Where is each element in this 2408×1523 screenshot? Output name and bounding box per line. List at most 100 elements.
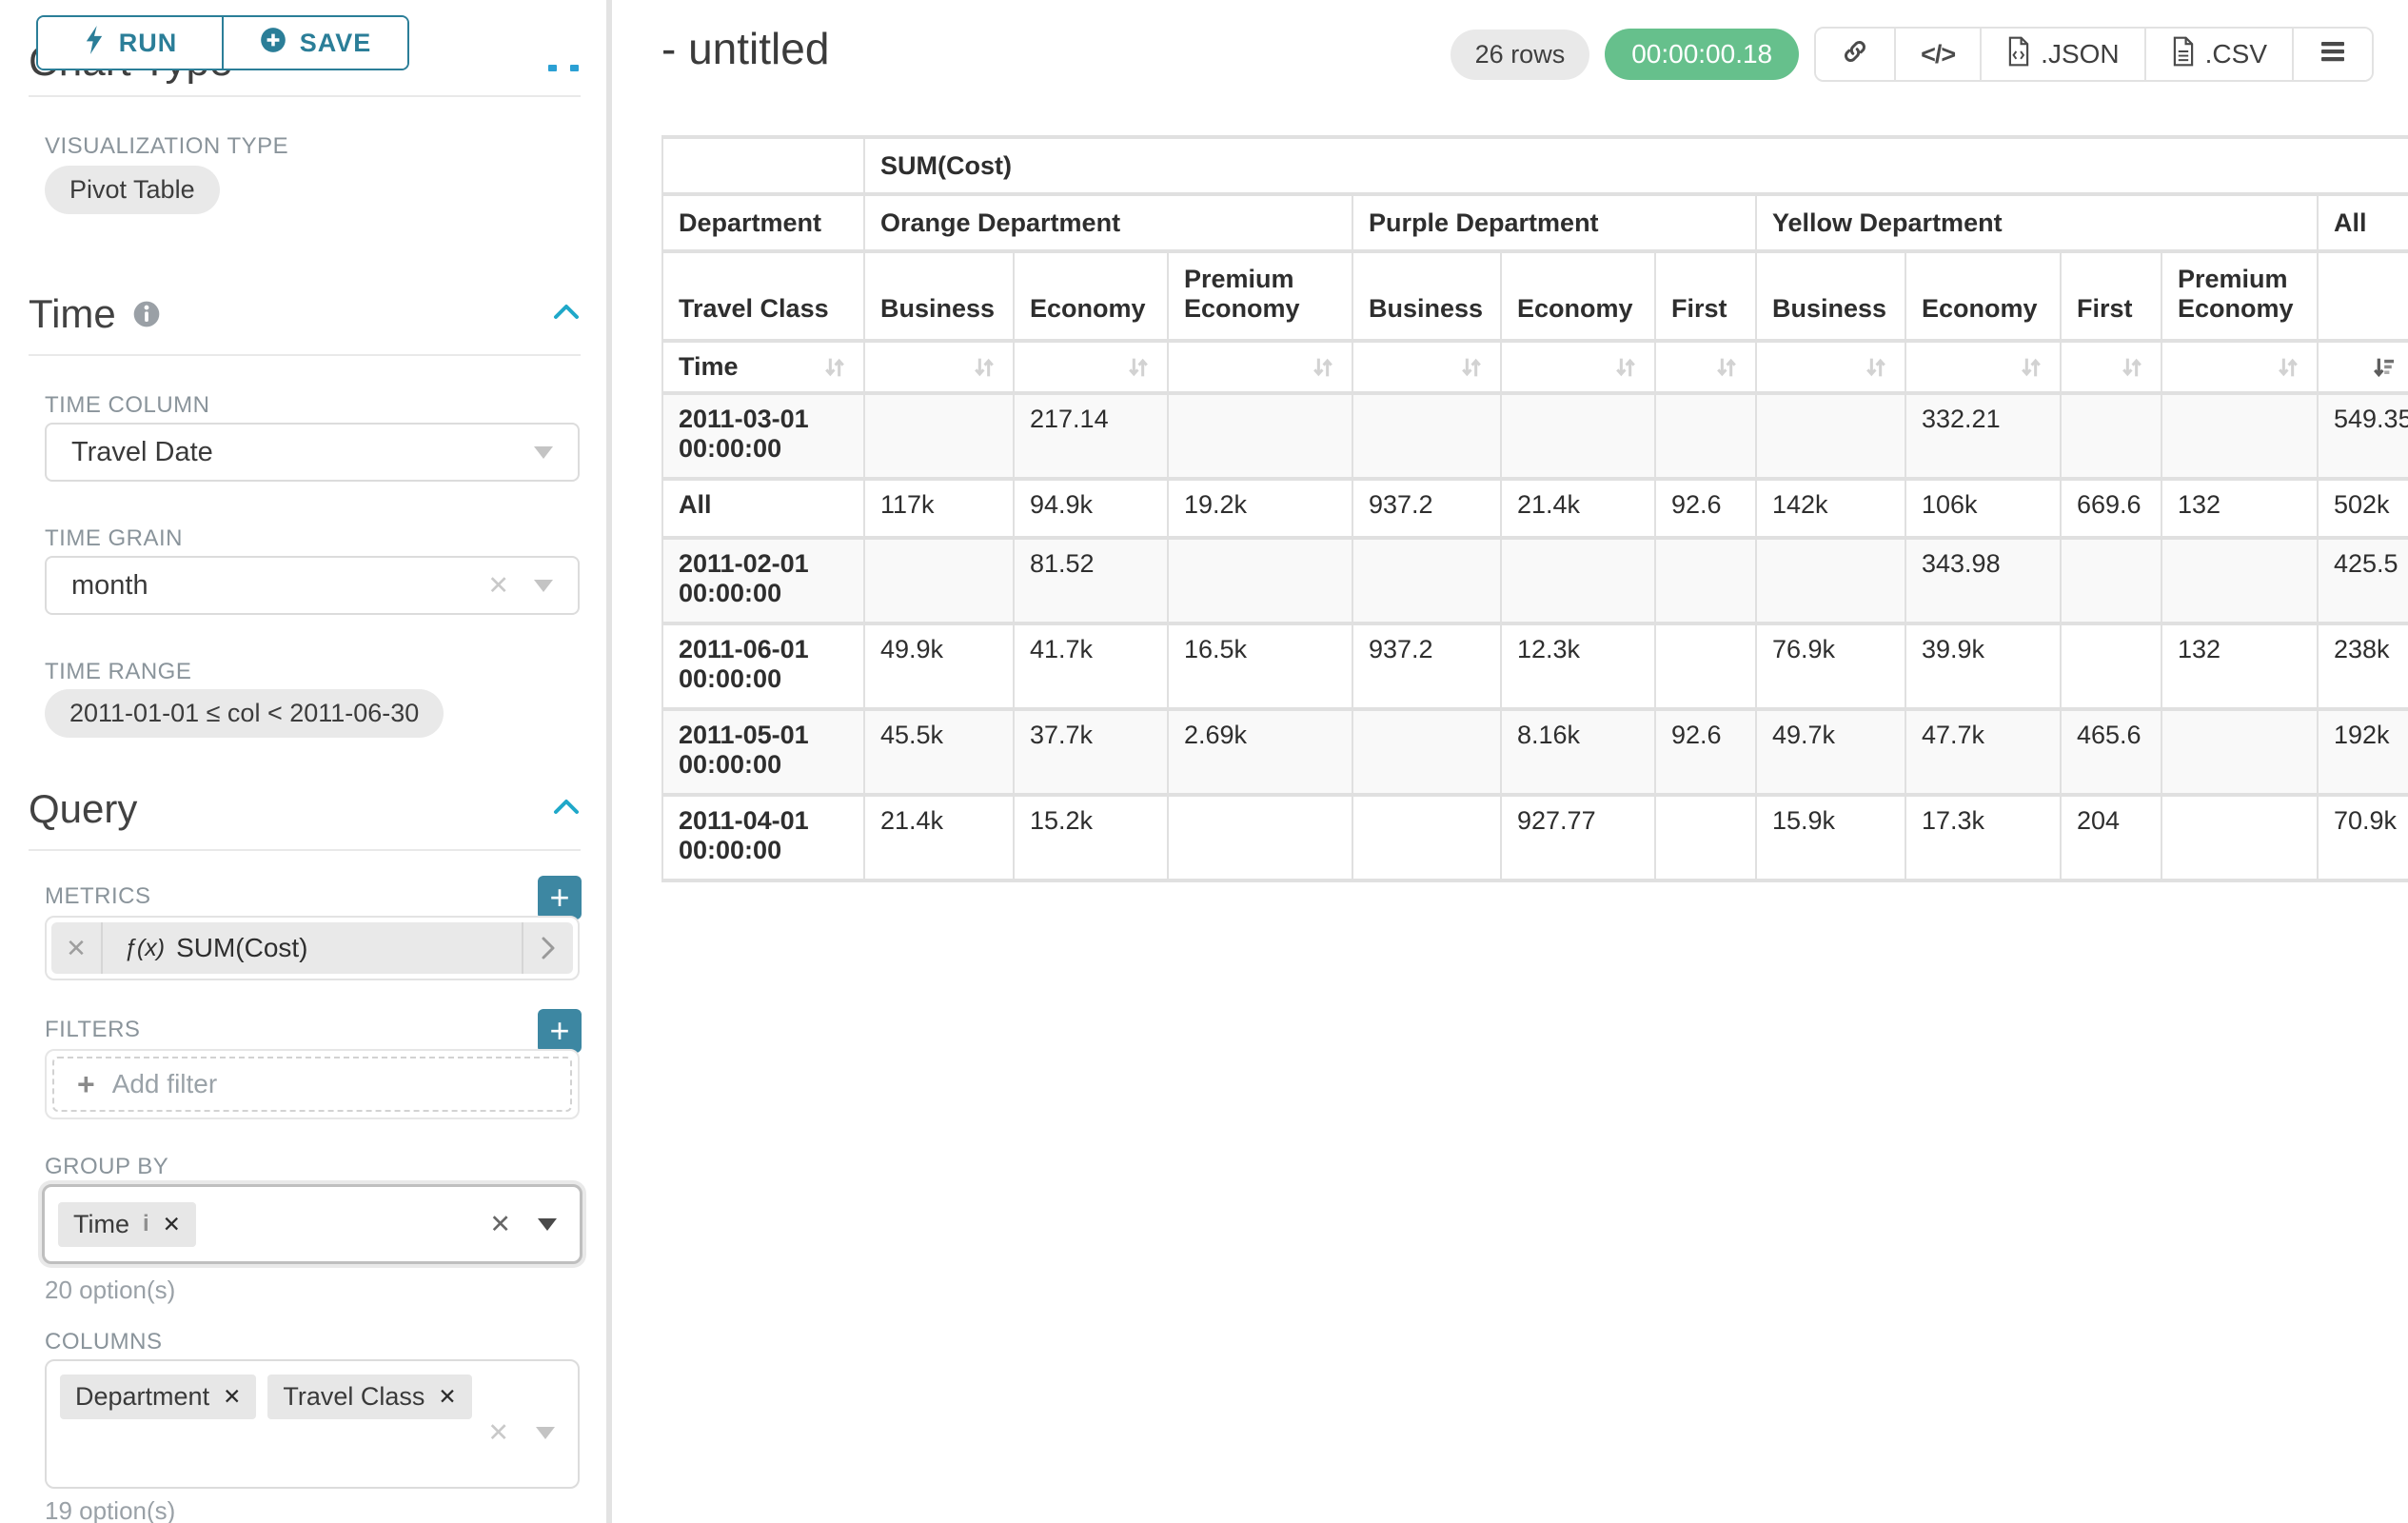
pivot-sort-cell — [1906, 343, 2060, 391]
chevron-down-icon — [538, 1217, 557, 1231]
sort-icon[interactable] — [1612, 354, 1639, 381]
sort-icon[interactable] — [971, 354, 997, 381]
pivot-cell — [1353, 395, 1500, 477]
time-range-pill[interactable]: 2011-01-01 ≤ col < 2011-06-30 — [45, 689, 444, 738]
time-grain-select[interactable]: month ✕ — [45, 556, 580, 615]
sort-icon[interactable] — [821, 354, 848, 381]
pivot-cell — [1656, 797, 1755, 879]
view-query-button[interactable]: </> — [1894, 29, 1981, 80]
pivot-column-header: First — [1656, 253, 1755, 339]
pivot-table-row: 2011-02-01 00:00:00 81.52 343.98 425.5 — [663, 540, 2408, 622]
add-metric-button[interactable]: + — [538, 876, 582, 920]
chevron-right-icon[interactable] — [522, 922, 573, 974]
columns-options-count: 19 option(s) — [45, 1496, 176, 1523]
add-filter-plus-button[interactable]: + — [538, 1009, 582, 1053]
group-by-tag-time[interactable]: Time i ✕ — [58, 1201, 196, 1247]
remove-metric-icon[interactable]: ✕ — [51, 922, 103, 974]
run-button[interactable]: RUN — [38, 17, 222, 69]
sort-icon[interactable] — [1713, 354, 1740, 381]
pivot-cell — [1757, 395, 1905, 477]
remove-tag-icon[interactable]: ✕ — [223, 1384, 242, 1409]
columns-select[interactable]: Department ✕ Travel Class ✕ ✕ — [45, 1359, 580, 1489]
sort-desc-active-icon[interactable] — [2370, 354, 2397, 381]
columns-tag-travel-class[interactable]: Travel Class ✕ — [267, 1375, 472, 1419]
chevron-down-icon — [536, 1427, 555, 1439]
pivot-cell: 238k — [2319, 625, 2408, 707]
sort-icon[interactable] — [2018, 354, 2044, 381]
pivot-table: SUM(Cost) Department Orange Department Purp… — [661, 135, 2408, 882]
clear-icon[interactable]: ✕ — [487, 1418, 509, 1447]
chevron-down-icon — [534, 445, 553, 459]
pivot-column-header: Premium Economy — [1169, 253, 1352, 339]
export-json-button[interactable]: .JSON — [1980, 29, 2144, 80]
pivot-cell: 15.9k — [1757, 797, 1905, 879]
collapse-chevron-icon[interactable] — [552, 303, 581, 326]
pivot-sort-cell — [2062, 343, 2161, 391]
pivot-cell: 204 — [2062, 797, 2161, 879]
code-icon: </> — [1921, 39, 1956, 69]
pivot-cell — [2062, 540, 2161, 622]
time-range-label: TIME RANGE — [45, 659, 192, 684]
time-section-header: Time — [29, 291, 581, 337]
pivot-cell: 332.21 — [1906, 395, 2060, 477]
sort-icon[interactable] — [1863, 354, 1889, 381]
sort-icon[interactable] — [2275, 354, 2301, 381]
clipped-edit-icon — [548, 65, 557, 71]
pivot-sort-cell — [1353, 343, 1500, 391]
pivot-cell — [1656, 395, 1755, 477]
visualization-type-pill[interactable]: Pivot Table — [45, 166, 220, 214]
chart-title[interactable]: - untitled — [661, 24, 830, 73]
collapse-chevron-icon[interactable] — [552, 798, 581, 821]
pivot-column-header: Business — [1757, 253, 1905, 339]
query-timer-badge: 00:00:00.18 — [1605, 29, 1800, 80]
group-by-select[interactable]: Time i ✕ ✕ — [42, 1184, 582, 1264]
sort-icon[interactable] — [1458, 354, 1485, 381]
query-section-header: Query — [29, 786, 581, 832]
metrics-label: METRICS — [45, 883, 151, 909]
json-file-icon — [2006, 36, 2031, 73]
pivot-cell: 549.35 — [2319, 395, 2408, 477]
pivot-cell: 465.6 — [2062, 711, 2161, 793]
pivot-cell: 132 — [2162, 625, 2317, 707]
save-button[interactable]: SAVE — [222, 17, 407, 69]
pivot-sort-cell — [1015, 343, 1167, 391]
columns-tag-department[interactable]: Department ✕ — [60, 1375, 257, 1419]
sort-icon[interactable] — [1125, 354, 1152, 381]
pivot-cell: 192k — [2319, 711, 2408, 793]
metric-chip[interactable]: ✕ ƒ(x) SUM(Cost) — [51, 922, 573, 974]
chart-header-actions: 26 rows 00:00:00.18 </> — [1450, 27, 2374, 82]
pivot-cell — [2162, 395, 2317, 477]
add-filter-button[interactable]: + Add filter — [52, 1057, 572, 1112]
time-column-select[interactable]: Travel Date — [45, 423, 580, 482]
pivot-row-label: 2011-06-01 00:00:00 — [663, 625, 863, 707]
pivot-sort-cell — [865, 343, 1013, 391]
time-column-label: TIME COLUMN — [45, 392, 210, 418]
pivot-cell: 142k — [1757, 481, 1905, 536]
pivot-sort-cell — [1169, 343, 1352, 391]
clear-icon[interactable]: ✕ — [487, 570, 509, 600]
pivot-sort-cell — [2319, 343, 2408, 391]
menu-button[interactable] — [2292, 29, 2372, 80]
pivot-cell: 19.2k — [1169, 481, 1352, 536]
pivot-cell: 8.16k — [1502, 711, 1654, 793]
remove-tag-icon[interactable]: ✕ — [162, 1211, 181, 1236]
share-link-button[interactable] — [1816, 29, 1895, 80]
pivot-cell — [1169, 395, 1352, 477]
metrics-field: ✕ ƒ(x) SUM(Cost) — [45, 916, 580, 980]
pivot-cell: 217.14 — [1015, 395, 1167, 477]
pivot-column-header: Economy — [1502, 253, 1654, 339]
sort-icon[interactable] — [1310, 354, 1336, 381]
time-section-title: Time — [29, 291, 116, 336]
clear-icon[interactable]: ✕ — [489, 1209, 511, 1238]
sort-icon[interactable] — [2119, 354, 2145, 381]
pivot-table-container: SUM(Cost) Department Orange Department Purp… — [661, 135, 2408, 882]
pivot-cell — [1757, 540, 1905, 622]
pivot-cell: 45.5k — [865, 711, 1013, 793]
pivot-row-dimension-label: Department — [663, 196, 863, 249]
pivot-cell: 502k — [2319, 481, 2408, 536]
remove-tag-icon[interactable]: ✕ — [438, 1384, 457, 1409]
pivot-table-row: 2011-05-01 00:00:00 45.5k 37.7k 2.69k 8.16k 9… — [663, 711, 2408, 793]
time-grain-label: TIME GRAIN — [45, 525, 184, 551]
export-csv-button[interactable]: .CSV — [2143, 29, 2292, 80]
divider — [29, 849, 581, 851]
